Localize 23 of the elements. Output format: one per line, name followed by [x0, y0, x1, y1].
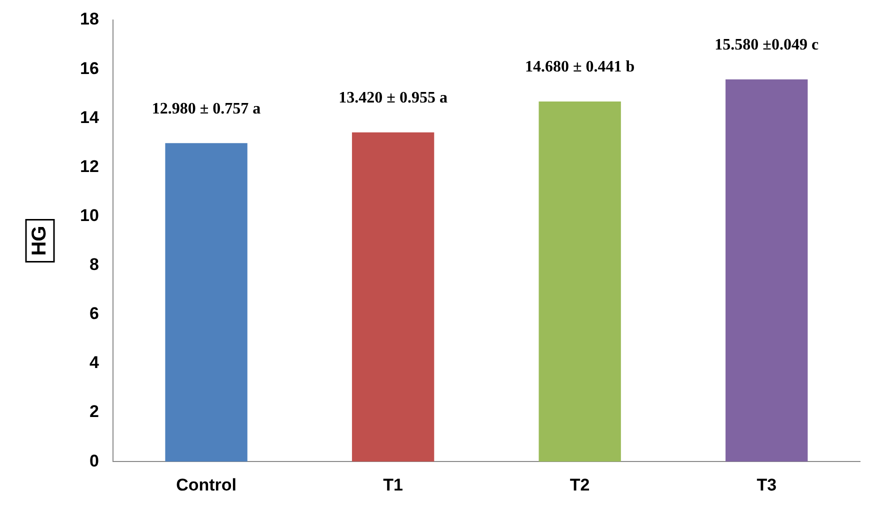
- y-axis-title: HG: [28, 226, 51, 256]
- x-tick-label: Control: [176, 475, 237, 494]
- y-tick-label: 12: [80, 156, 99, 176]
- y-tick-label: 8: [89, 255, 99, 274]
- data-label: 12.980 ± 0.757 a: [152, 100, 261, 118]
- y-tick-label: 6: [89, 304, 99, 324]
- bar: [352, 132, 434, 462]
- data-label: 15.580 ±0.049 c: [714, 36, 819, 54]
- data-label: 14.680 ± 0.441 b: [524, 58, 635, 76]
- y-tick-label: 4: [89, 353, 100, 372]
- y-tick-label: 18: [80, 10, 99, 29]
- y-tick-label: 14: [80, 108, 100, 127]
- x-tick-label: T1: [383, 475, 403, 494]
- bar: [538, 101, 621, 462]
- y-tick-label: 2: [89, 402, 99, 422]
- y-tick-label: 0: [89, 451, 99, 470]
- x-tick-label: T2: [570, 475, 590, 494]
- bar: [726, 79, 808, 462]
- y-tick-label: 16: [80, 58, 99, 78]
- x-tick-label: T3: [756, 475, 777, 494]
- data-label: 13.420 ± 0.955 a: [338, 90, 448, 107]
- y-tick-label: 10: [80, 206, 99, 225]
- bar: [165, 143, 248, 462]
